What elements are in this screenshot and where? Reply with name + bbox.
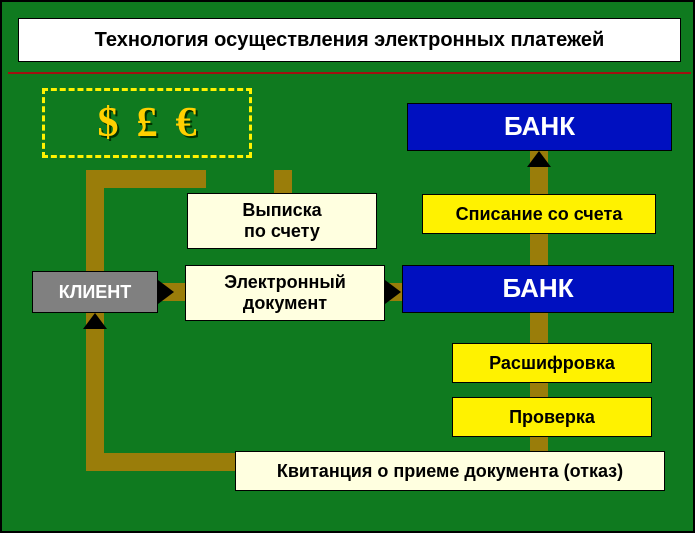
title-underline (8, 72, 691, 74)
flow-arrowhead (158, 280, 174, 304)
currency-symbol: $ (98, 99, 119, 147)
flow-connector (86, 453, 235, 471)
flow-arrowhead (527, 151, 551, 167)
node-edoc: Электронный документ (185, 265, 385, 321)
currency-symbols-box: $ £ € (42, 88, 252, 158)
currency-symbol: £ (137, 99, 158, 147)
diagram-title: Технология осуществления электронных пла… (18, 18, 681, 62)
diagram-canvas: Технология осуществления электронных пла… (0, 0, 695, 533)
node-statement: Выписка по счету (187, 193, 377, 249)
node-receipt: Квитанция о приеме документа (отказ) (235, 451, 665, 491)
node-decrypt: Расшифровка (452, 343, 652, 383)
flow-connector (86, 170, 206, 188)
currency-symbol: € (176, 99, 197, 147)
flow-connector (530, 313, 548, 343)
node-bank-mid: БАНК (402, 265, 674, 313)
node-bank-top: БАНК (407, 103, 672, 151)
flow-arrowhead (385, 280, 401, 304)
flow-connector (530, 234, 548, 265)
node-client: КЛИЕНТ (32, 271, 158, 313)
flow-connector (530, 383, 548, 397)
flow-connector (86, 313, 104, 471)
flow-connector (530, 437, 548, 451)
node-debit: Списание со счета (422, 194, 656, 234)
flow-arrowhead (83, 313, 107, 329)
node-check: Проверка (452, 397, 652, 437)
flow-connector (274, 170, 292, 193)
